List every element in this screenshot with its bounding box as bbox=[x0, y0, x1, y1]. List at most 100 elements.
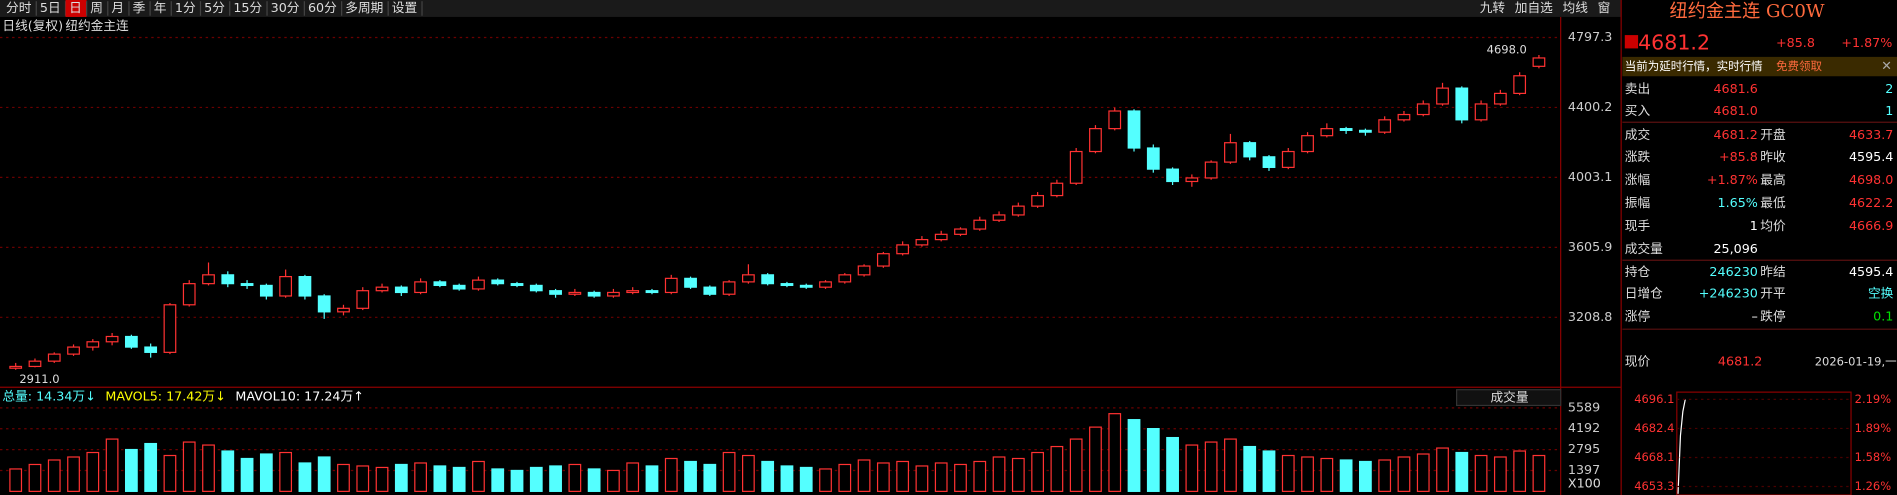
row-label2: 均价 bbox=[1760, 218, 1786, 233]
mini-right-label: 2.19% bbox=[1855, 392, 1892, 406]
selector-box[interactable] bbox=[1456, 389, 1562, 407]
date: 2026-01-19,一 bbox=[1815, 354, 1897, 368]
volume-bar bbox=[1146, 428, 1160, 492]
candle-body bbox=[819, 281, 832, 288]
candle-body bbox=[298, 275, 312, 297]
volume-bar bbox=[202, 444, 215, 492]
row-value2: 4666.9 bbox=[1849, 218, 1893, 233]
volume-bar bbox=[279, 451, 293, 492]
volume-bar bbox=[144, 442, 158, 492]
candle-body bbox=[934, 233, 948, 241]
row-label: 现手 bbox=[1625, 218, 1651, 233]
volume-bar bbox=[67, 456, 80, 492]
volume-bar bbox=[1532, 454, 1546, 492]
volume-bar bbox=[1185, 444, 1199, 492]
candle-body bbox=[1127, 110, 1141, 149]
quote-change: +85.8 bbox=[1776, 35, 1815, 50]
mini-left-label: 4668.1 bbox=[1634, 450, 1674, 464]
row-label2: 跌停 bbox=[1760, 309, 1786, 324]
toolbar-item[interactable]: 60分 bbox=[308, 0, 337, 15]
toolbar-item[interactable]: 5日 bbox=[40, 0, 61, 15]
mini-frame bbox=[1676, 391, 1852, 495]
volume-selector[interactable]: 成交量 bbox=[1491, 390, 1529, 405]
toolbar-item[interactable]: 5分 bbox=[204, 0, 225, 15]
toolbar-right-item[interactable]: 九转 bbox=[1480, 0, 1506, 15]
volume-unit: X100 bbox=[1568, 476, 1601, 491]
toolbar-right-item[interactable]: 加自选 bbox=[1515, 0, 1553, 15]
toolbar-item[interactable]: 设置 bbox=[392, 0, 417, 15]
volume-bar bbox=[896, 460, 910, 492]
row-label: 涨停 bbox=[1625, 309, 1651, 324]
candle-body bbox=[9, 365, 23, 369]
toolbar-item[interactable]: 15分 bbox=[233, 0, 262, 15]
volume-header: 总量: 14.34万↓ bbox=[2, 388, 95, 403]
toolbar-right-item[interactable]: 窗 bbox=[1598, 0, 1611, 15]
candle-body bbox=[221, 274, 235, 285]
row-value: 25,096 bbox=[1713, 241, 1757, 256]
close-icon[interactable]: ✕ bbox=[1881, 58, 1892, 73]
volume-bar bbox=[163, 454, 177, 492]
low-label: 2911.0 bbox=[19, 372, 59, 386]
price-tick-label: 4797.3 bbox=[1568, 29, 1612, 44]
candle-body bbox=[259, 284, 273, 297]
volume-bar bbox=[549, 465, 562, 492]
mini-right-label: 1.89% bbox=[1855, 421, 1892, 435]
volume-tick-label: 4192 bbox=[1568, 420, 1600, 435]
volume-bar bbox=[1166, 436, 1179, 492]
row-label: 持仓 bbox=[1625, 264, 1651, 279]
candle-body bbox=[1513, 75, 1527, 95]
volume-bar bbox=[298, 462, 312, 492]
candle-body bbox=[587, 291, 601, 297]
toolbar-bg bbox=[0, 0, 1622, 17]
volume-bar bbox=[337, 463, 350, 492]
candle-body bbox=[954, 228, 967, 235]
toolbar-right-item[interactable]: 均线 bbox=[1563, 0, 1589, 15]
volume-bar bbox=[568, 463, 582, 492]
candle-body bbox=[1359, 129, 1372, 133]
candle-body bbox=[124, 335, 138, 348]
candle-body bbox=[163, 304, 177, 353]
toolbar-item[interactable]: 周 bbox=[90, 0, 103, 15]
candle-body bbox=[28, 360, 42, 368]
volume-bar bbox=[375, 466, 389, 492]
toolbar-item[interactable]: 月 bbox=[111, 0, 124, 15]
toolbar-item[interactable]: 日 bbox=[69, 0, 82, 15]
candle-body bbox=[876, 253, 890, 267]
volume-bar bbox=[973, 460, 987, 492]
price-tick-label: 3208.8 bbox=[1568, 309, 1612, 324]
candle-body bbox=[1069, 150, 1083, 184]
candle-body bbox=[1455, 87, 1469, 121]
volume-bar bbox=[394, 463, 408, 492]
volume-bar bbox=[124, 448, 138, 492]
row-value: 4681.2 bbox=[1713, 127, 1757, 142]
volume-bar bbox=[491, 468, 505, 492]
volume-bar bbox=[1397, 456, 1411, 492]
toolbar-item[interactable]: 分时 bbox=[6, 0, 32, 15]
notice-link[interactable]: 免费领取 bbox=[1776, 59, 1822, 73]
row-value: 4681.6 bbox=[1713, 81, 1757, 96]
toolbar-item[interactable]: 1分 bbox=[175, 0, 196, 15]
row-value: +85.8 bbox=[1719, 149, 1758, 164]
volume-bar bbox=[356, 465, 370, 492]
toolbar-item[interactable]: 季 bbox=[133, 0, 146, 15]
toolbar-item[interactable]: 年 bbox=[154, 0, 167, 15]
toolbar-active bbox=[65, 0, 87, 17]
period: 日线(复权) bbox=[2, 18, 63, 33]
candle-body bbox=[896, 244, 910, 255]
candle-body bbox=[375, 286, 389, 292]
row-value2: 4622.2 bbox=[1849, 195, 1893, 210]
volume-bar bbox=[240, 457, 254, 492]
candle-body bbox=[414, 281, 427, 294]
toolbar-item[interactable]: 多周期 bbox=[345, 0, 383, 15]
candle-body bbox=[491, 279, 505, 285]
row-label: 成交量 bbox=[1625, 241, 1663, 256]
volume-bar bbox=[28, 463, 42, 492]
volume-bar bbox=[182, 441, 196, 492]
row-value: 4681.0 bbox=[1713, 103, 1757, 118]
row-value: +246230 bbox=[1699, 286, 1758, 301]
row-value: +1.87% bbox=[1707, 172, 1758, 187]
candle-body bbox=[105, 335, 119, 343]
row-label2: 昨收 bbox=[1760, 149, 1786, 164]
volume-tick-label: 2795 bbox=[1568, 441, 1600, 456]
toolbar-item[interactable]: 30分 bbox=[271, 0, 300, 15]
